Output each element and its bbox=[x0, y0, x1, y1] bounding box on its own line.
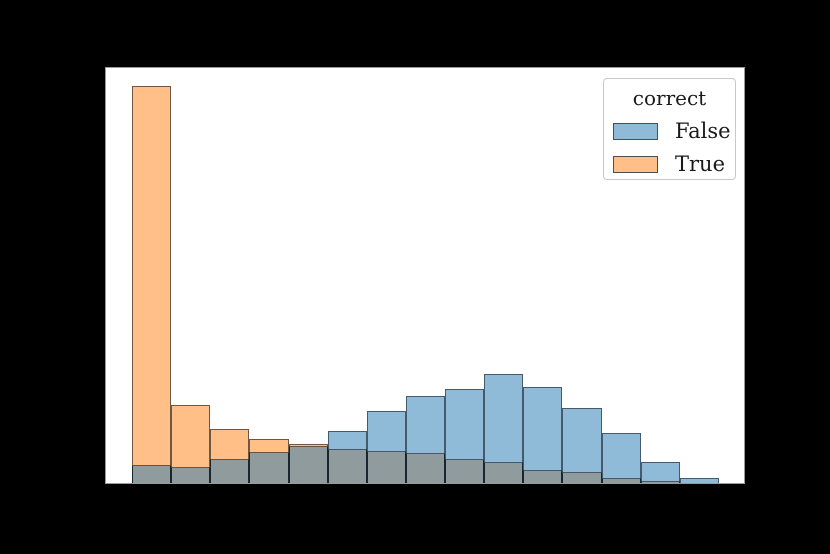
histogram-bar-false bbox=[640, 462, 680, 481]
legend-title: correct bbox=[632, 86, 707, 110]
legend: correct False True bbox=[603, 78, 736, 180]
legend-label-true: True bbox=[675, 152, 725, 176]
histogram-bar-overlap bbox=[601, 478, 641, 483]
histogram-bar-overlap bbox=[288, 446, 328, 483]
histogram-bar-overlap bbox=[132, 465, 172, 483]
legend-entry-true: True bbox=[604, 154, 735, 175]
histogram-bar-overlap bbox=[445, 459, 485, 483]
histogram-bar-overlap bbox=[171, 467, 211, 483]
histogram-bar-overlap bbox=[249, 452, 289, 483]
histogram-bar-false bbox=[405, 396, 446, 453]
legend-swatch-false-icon bbox=[613, 123, 658, 140]
histogram-bar-false bbox=[601, 433, 641, 478]
histogram-bar-overlap bbox=[640, 481, 680, 483]
histogram-bar-false bbox=[484, 374, 524, 462]
legend-swatch-true-icon bbox=[613, 156, 658, 173]
histogram-bar-true bbox=[288, 444, 328, 446]
histogram-bar-overlap bbox=[405, 453, 446, 483]
histogram-bar-overlap bbox=[327, 449, 367, 483]
histogram-bar-overlap bbox=[523, 470, 563, 483]
histogram-bar-true bbox=[249, 439, 289, 452]
histogram-bar-overlap bbox=[484, 462, 524, 483]
histogram-bar-false bbox=[562, 408, 602, 472]
histogram-bar-false bbox=[445, 389, 485, 459]
histogram-bar-false bbox=[679, 478, 719, 483]
histogram-bar-false bbox=[327, 431, 367, 449]
histogram-bar-false bbox=[523, 387, 563, 470]
histogram-bar-true bbox=[171, 405, 211, 467]
histogram-bar-overlap bbox=[210, 459, 250, 483]
legend-entry-false: False bbox=[604, 121, 735, 142]
histogram-bar-true bbox=[210, 429, 250, 459]
histogram-bar-false bbox=[366, 411, 406, 451]
legend-label-false: False bbox=[675, 119, 731, 143]
histogram-bar-true bbox=[132, 86, 172, 465]
histogram-bar-overlap bbox=[366, 451, 406, 483]
histogram-bar-overlap bbox=[562, 472, 602, 483]
